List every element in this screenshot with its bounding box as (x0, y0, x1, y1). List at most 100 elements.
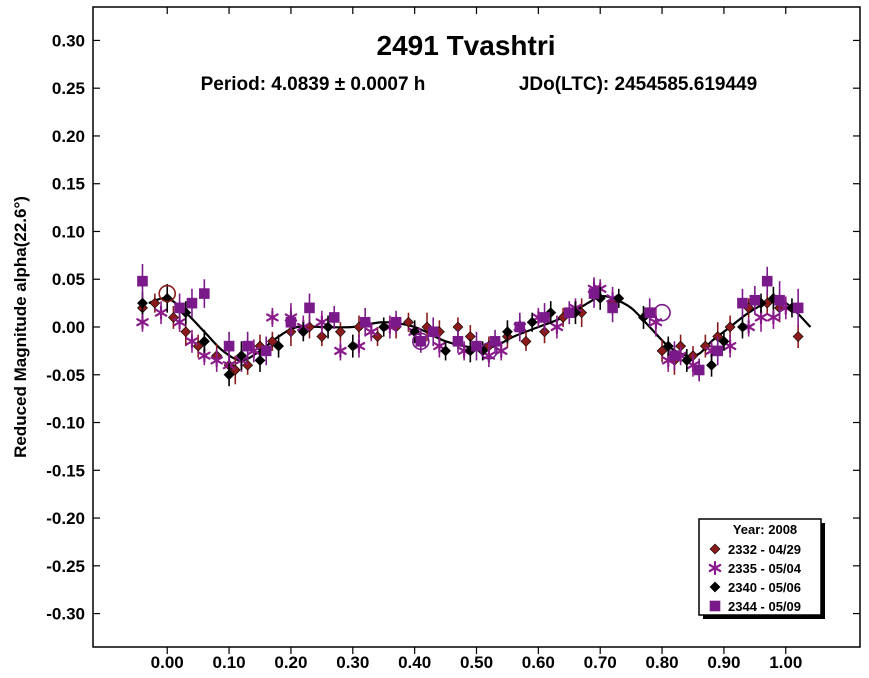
data-point (174, 302, 185, 314)
asterisk-stroke (708, 563, 722, 573)
asterisk-stroke (247, 346, 261, 355)
x-tick-label: 0.60 (522, 653, 555, 672)
legend-marker (709, 600, 721, 612)
data-point (662, 340, 674, 352)
asterisk-stroke (723, 342, 737, 351)
data-point (260, 345, 272, 357)
legend-marker (709, 581, 721, 593)
asterisk-stroke (754, 313, 768, 322)
data-point (266, 310, 279, 325)
data-point (433, 339, 446, 354)
data-point (185, 334, 199, 349)
y-tick-label: 0.25 (52, 79, 85, 98)
legend-marker (708, 560, 722, 576)
legend: Year: 2008 2332 - 04/29 2335 - 05/04 2340 … (698, 518, 825, 619)
data-point (563, 307, 575, 318)
data-point (359, 316, 371, 328)
asterisk-stroke (198, 351, 211, 360)
x-tick-label: 0.40 (398, 653, 431, 672)
data-point (149, 297, 161, 309)
chart-subtitle-period: Period: 4.0839 ± 0.0007 h (201, 74, 426, 95)
data-point (656, 345, 668, 357)
data-point (199, 288, 210, 299)
asterisk-stroke (686, 361, 700, 370)
x-tick-label: 0.80 (646, 653, 679, 672)
data-point (526, 316, 538, 328)
data-point (415, 336, 427, 347)
data-point (236, 350, 247, 362)
data-point (749, 294, 761, 306)
data-point (761, 275, 773, 287)
data-point (254, 355, 266, 366)
asterisk-stroke (494, 346, 508, 355)
asterisk-stroke (767, 313, 780, 322)
data-point (347, 340, 359, 352)
data-point (440, 345, 451, 357)
data-point (718, 335, 730, 347)
data-point (774, 294, 785, 306)
chart-title: 2491 Tvashtri (377, 30, 556, 61)
asterisk-stroke (185, 337, 199, 346)
legend-marker (709, 543, 721, 555)
data-point (154, 305, 168, 320)
x-axis: 0.00 0.10 0.20 0.30 0.40 0.50 0.60 0.70 0.80 0.90… (151, 7, 802, 672)
x-tick-label: 0.10 (213, 653, 246, 672)
data-point (137, 275, 148, 287)
data-point (724, 321, 736, 333)
y-tick-label: 0.00 (52, 318, 85, 337)
data-point (693, 364, 705, 376)
asterisk-stroke (136, 318, 149, 327)
data-point (520, 335, 532, 347)
y-tick-label: 0.05 (52, 270, 85, 289)
x-tick-label: 0.90 (707, 653, 740, 672)
data-point (390, 316, 402, 328)
legend-title: Year: 2008 (733, 522, 797, 537)
data-point (378, 321, 390, 333)
data-point (297, 326, 309, 338)
data-point (334, 343, 347, 358)
data-point (365, 324, 378, 339)
data-point (452, 336, 464, 347)
data-point (304, 302, 315, 314)
asterisk-stroke (210, 356, 224, 365)
data-point (792, 331, 804, 342)
data-point (471, 340, 482, 352)
data-points-layer (136, 263, 804, 387)
x-tick-label: 0.30 (336, 653, 369, 672)
data-point (669, 350, 680, 361)
legend-label: 2335 - 05/04 (728, 561, 802, 576)
data-point (539, 312, 550, 323)
data-point (136, 315, 149, 330)
data-point (514, 321, 526, 333)
data-point (223, 340, 235, 352)
x-tick-label: 1.00 (769, 653, 802, 672)
data-point (588, 288, 600, 299)
data-point (273, 340, 284, 352)
series-4 (137, 263, 804, 382)
data-point (328, 312, 340, 323)
data-point (792, 302, 804, 314)
legend-items: 2332 - 04/29 2335 - 05/04 2340 - 05/06 2344… (708, 542, 802, 614)
data-point (706, 359, 717, 371)
asterisk-stroke (266, 313, 279, 322)
data-point (223, 369, 235, 381)
data-point (137, 297, 148, 309)
data-point (315, 315, 329, 330)
x-tick-label: 0.70 (584, 653, 617, 672)
data-point (210, 353, 224, 368)
asterisk-stroke (550, 322, 564, 332)
data-point (737, 321, 748, 333)
data-point (502, 326, 513, 338)
x-tick-label: 0.50 (460, 653, 493, 672)
data-point (285, 316, 297, 328)
data-point (322, 321, 334, 333)
highlighted-point-ring (412, 332, 430, 351)
highlighted-point-ring (653, 303, 671, 322)
legend-label: 2340 - 05/06 (728, 580, 801, 595)
data-point (316, 331, 328, 342)
data-point (767, 310, 780, 325)
y-axis-label: Reduced Magnitude alpha(22.6°) (11, 196, 30, 458)
asterisk-stroke (334, 346, 347, 355)
data-point (427, 326, 439, 338)
data-point (403, 316, 414, 328)
